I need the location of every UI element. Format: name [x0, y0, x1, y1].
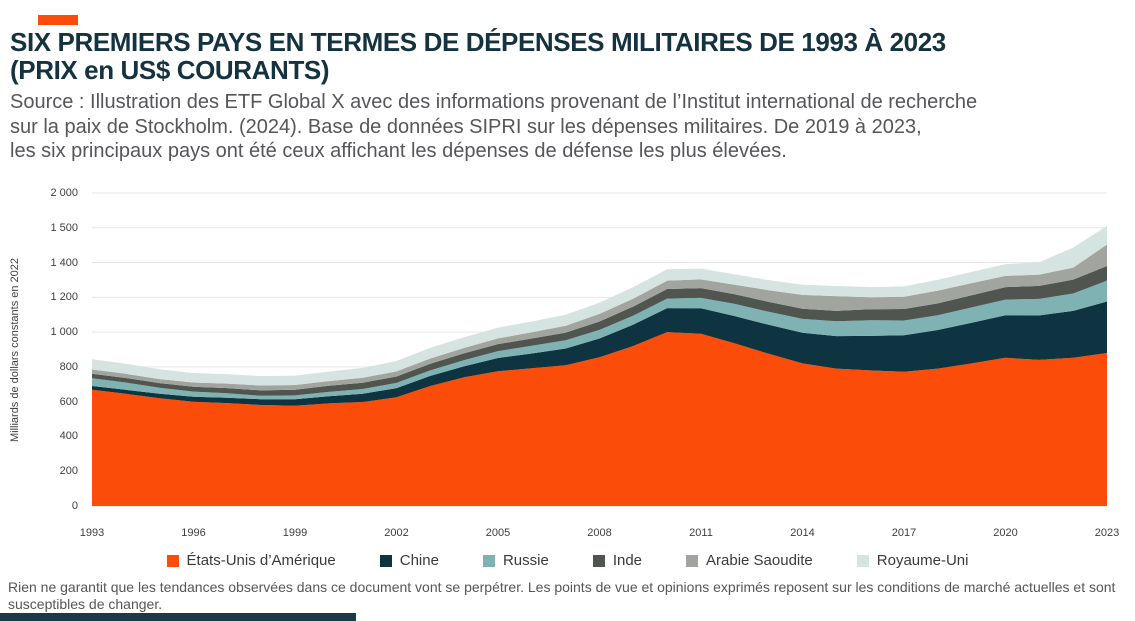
source-line: sur la paix de Stockholm. (2024). Base d… [10, 115, 922, 138]
y-tick-label: 0 [71, 500, 78, 512]
x-tick-label: 1993 [79, 527, 105, 539]
legend-swatch-icon [592, 554, 605, 567]
legend-label: Royaume-Uni [876, 552, 969, 569]
x-tick-label: 2011 [689, 527, 713, 539]
disclaimer-line: susceptibles de changer. [8, 596, 163, 612]
title-line-1: SIX PREMIERS PAYS EN TERMES DE DÉPENSES … [10, 27, 946, 57]
legend-label: Chine [399, 552, 439, 569]
area-series-arabie-saoudite [92, 244, 1107, 391]
legend-item-inde: Inde [592, 552, 643, 569]
x-tick-label: 2017 [891, 527, 917, 539]
x-tick-label: 2020 [993, 527, 1018, 539]
x-tick-label: 2023 [1094, 527, 1120, 539]
footer-bar [0, 613, 356, 621]
legend-label: États-Unis d’Amérique [186, 552, 336, 569]
stacked-area-chart [92, 192, 1107, 507]
x-tick-label: 1999 [282, 527, 308, 539]
source-line: Source : Illustration des ETF Global X a… [10, 91, 978, 113]
legend-label: Inde [612, 552, 643, 569]
x-tick-label: 2005 [485, 527, 511, 539]
y-tick-label: 1 200 [50, 291, 78, 304]
area-series--tats-unis-d-am-rique [92, 332, 1107, 506]
legend-item-chine: Chine [379, 552, 439, 569]
page-title: SIX PREMIERS PAYS EN TERMES DE DÉPENSES … [10, 28, 1120, 84]
x-tick-label: 2008 [587, 527, 612, 539]
legend-label: Russie [502, 552, 549, 569]
y-tick-label: 200 [59, 465, 78, 478]
y-tick-label: 600 [59, 395, 78, 408]
y-tick-label: 800 [59, 360, 78, 373]
disclaimer-line: Rien ne garantit que les tendances obser… [8, 579, 1116, 595]
x-tick-label: 1996 [181, 527, 206, 539]
y-tick-label: 1 000 [50, 326, 78, 339]
legend-swatch-icon [379, 554, 392, 567]
legend-item-russie: Russie [482, 552, 549, 569]
legend-item--tats-unis-d-am-rique: États-Unis d’Amérique [166, 552, 336, 569]
chart-legend: États-Unis d’Amérique Chine Russie Inde Arab… [0, 552, 1135, 569]
y-tick-label: 400 [59, 430, 78, 443]
brand-accent-dash [38, 15, 78, 25]
area-series-royaume-uni [92, 225, 1107, 386]
legend-swatch-icon [686, 554, 699, 567]
title-line-2: (PRIX en US$ COURANTS) [10, 55, 330, 85]
y-tick-label: 1 400 [50, 256, 78, 269]
source-text: Source : Illustration des ETF Global X a… [10, 90, 1125, 164]
legend-item-royaume-uni: Royaume-Uni [856, 552, 969, 569]
disclaimer-text: Rien ne garantit que les tendances obser… [8, 579, 1130, 613]
x-tick-label: 2014 [790, 527, 815, 539]
legend-swatch-icon [856, 554, 869, 567]
y-tick-label: 2 000 [50, 187, 78, 199]
legend-swatch-icon [482, 554, 495, 567]
legend-swatch-icon [166, 554, 179, 567]
legend-label: Arabie Saoudite [706, 552, 813, 569]
area-series-chine [92, 301, 1107, 406]
y-tick-label: 1 500 [50, 221, 78, 234]
legend-item-arabie-saoudite: Arabie Saoudite [686, 552, 813, 569]
x-tick-label: 2002 [384, 527, 409, 539]
source-line: les six principaux pays ont été ceux aff… [10, 140, 787, 162]
